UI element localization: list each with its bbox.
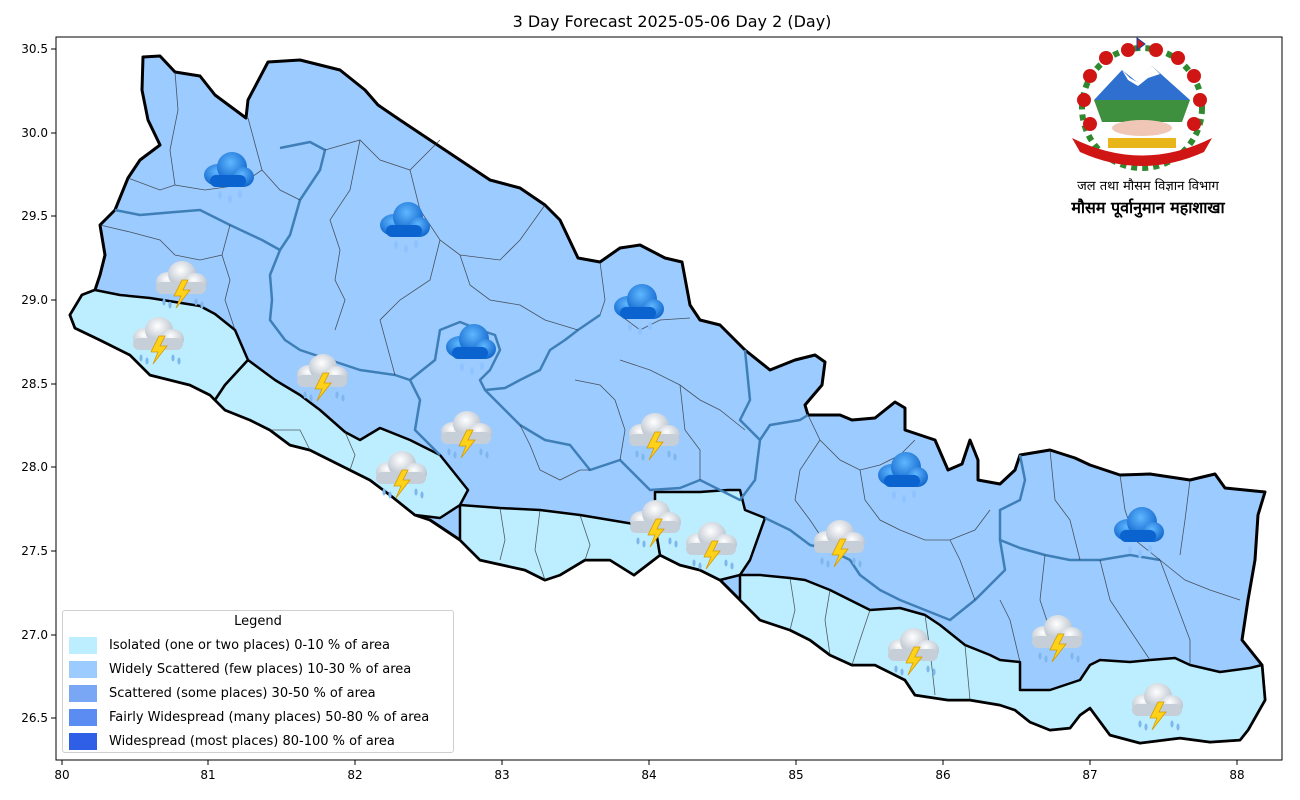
legend-swatch: [69, 636, 97, 654]
legend-swatch: [69, 660, 97, 678]
y-tick-label: 27.0: [21, 628, 48, 642]
x-tick-label: 84: [641, 768, 656, 782]
y-tick-label: 28.5: [21, 377, 48, 391]
nepal-emblem-icon: [1072, 37, 1212, 171]
y-tick-label: 30.0: [21, 126, 48, 140]
y-axis: 30.5 30.0 29.5 29.0 28.5 28.0 27.5 27.0 …: [21, 42, 56, 725]
plot-frame: [55, 36, 1283, 761]
x-tick-label: 86: [935, 768, 950, 782]
x-tick-label: 82: [347, 768, 362, 782]
legend-label: Fairly Widespread (many places) 50-80 % …: [109, 709, 430, 725]
y-tick-label: 27.5: [21, 544, 48, 558]
legend-label: Widely Scattered (few places) 10-30 % of…: [109, 661, 412, 677]
legend-item-isolated: Isolated (one or two places) 0-10 % of a…: [63, 633, 453, 657]
x-tick-label: 83: [494, 768, 509, 782]
map-title: 3 Day Forecast 2025-05-06 Day 2 (Day): [512, 12, 832, 31]
legend: Legend Isolated (one or two places) 0-10…: [62, 610, 454, 753]
legend-item-fairly-widespread: Fairly Widespread (many places) 50-80 % …: [63, 705, 453, 729]
legend-label: Widespread (most places) 80-100 % of are…: [109, 733, 395, 749]
legend-item-widespread: Widespread (most places) 80-100 % of are…: [63, 729, 453, 753]
x-tick-label: 81: [200, 768, 215, 782]
y-tick-label: 29.0: [21, 293, 48, 307]
agency-department: जल तथा मौसम विज्ञान विभाग: [1077, 179, 1219, 194]
y-tick-label: 30.5: [21, 42, 48, 56]
legend-item-widely-scattered: Widely Scattered (few places) 10-30 % of…: [63, 657, 453, 681]
legend-swatch: [69, 708, 97, 726]
y-tick-label: 28.0: [21, 460, 48, 474]
legend-swatch: [69, 684, 97, 702]
legend-label: Isolated (one or two places) 0-10 % of a…: [109, 637, 390, 653]
x-tick-label: 88: [1229, 768, 1244, 782]
x-axis: 80 81 82 83 84 85 86 87 88: [54, 760, 1245, 782]
y-tick-label: 29.5: [21, 209, 48, 223]
agency-division: मौसम पूर्वानुमान महाशाखा: [1071, 198, 1225, 217]
legend-swatch: [69, 732, 97, 750]
agency-header: जल तथा मौसम विज्ञान विभाग मौसम पूर्वानुम…: [1040, 176, 1256, 218]
legend-label: Scattered (some places) 30-50 % of area: [109, 685, 376, 701]
legend-title: Legend: [234, 614, 282, 629]
legend-item-scattered: Scattered (some places) 30-50 % of area: [63, 681, 453, 705]
province-boundaries: [114, 140, 1161, 622]
x-tick-label: 87: [1082, 768, 1097, 782]
x-tick-label: 80: [54, 768, 69, 782]
y-tick-label: 26.5: [21, 711, 48, 725]
x-tick-label: 85: [788, 768, 803, 782]
